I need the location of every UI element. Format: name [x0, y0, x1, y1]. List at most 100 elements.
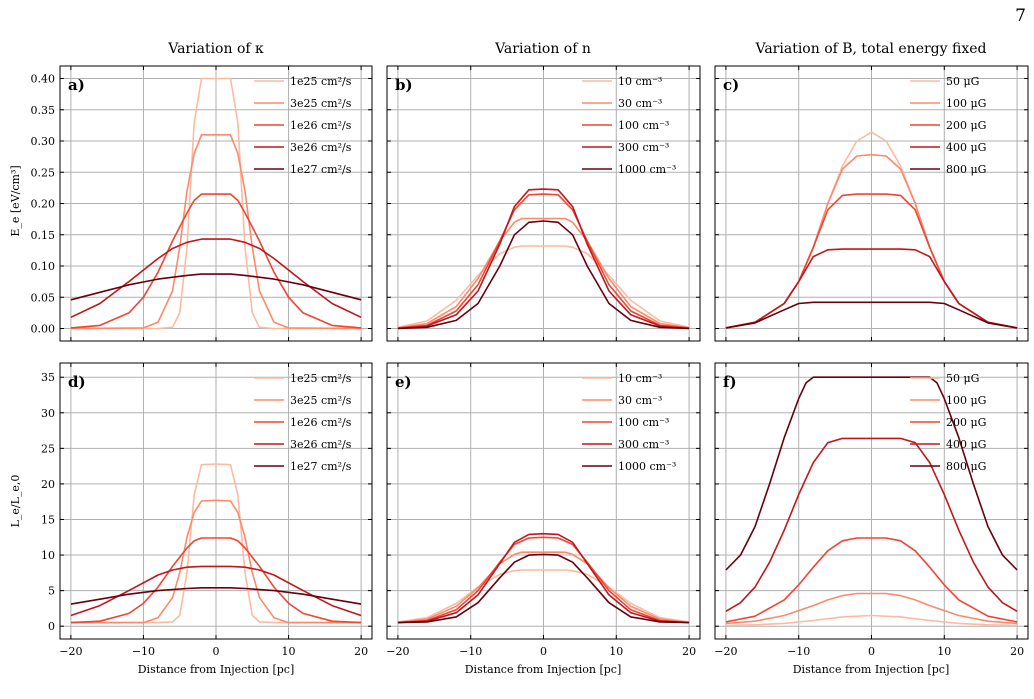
y-tick-label: 0.05 — [31, 291, 56, 304]
x-tick-label: 10 — [282, 645, 296, 658]
legend-label: 50 μG — [946, 75, 979, 88]
series-line — [725, 248, 1018, 329]
panel-letter: e) — [395, 373, 412, 391]
y-tick-label: 0.10 — [31, 260, 56, 273]
legend-label: 1e27 cm²/s — [290, 163, 352, 176]
series-line — [725, 592, 1018, 625]
series-line — [397, 245, 690, 329]
legend-label: 100 cm⁻³ — [618, 119, 669, 132]
legend-label: 1e27 cm²/s — [290, 460, 352, 473]
x-tick-label: 0 — [213, 645, 220, 658]
y-tick-label: 5 — [48, 585, 55, 598]
legend-label: 400 μG — [946, 438, 986, 451]
x-axis-label-f: Distance from Injection [pc] — [793, 663, 950, 676]
panel-5: −20 −10 0 10 20 f) 50 μG 100 μG 200 μG 400 μG 800 … — [714, 362, 1029, 658]
panel-1: b) 10 cm⁻³ 30 cm⁻³ 100 cm⁻³ 300 cm⁻³ 1000 cm⁻… — [386, 65, 701, 342]
y-tick-label: 0.00 — [31, 323, 56, 336]
x-tick-label: 10 — [937, 645, 951, 658]
series-group — [70, 77, 362, 330]
legend-label: 1e26 cm²/s — [290, 416, 352, 429]
x-tick-label: 20 — [354, 645, 368, 658]
legend-label: 30 cm⁻³ — [618, 97, 662, 110]
y-tick-label: 0.35 — [31, 104, 56, 117]
legend-label: 100 μG — [946, 394, 986, 407]
panel-letter: b) — [395, 76, 413, 94]
y-tick-label: 0.40 — [31, 73, 56, 86]
series-line — [70, 77, 362, 330]
series-line — [70, 238, 362, 319]
legend-label: 1000 cm⁻³ — [618, 163, 676, 176]
legend-label: 800 μG — [946, 163, 986, 176]
series-line — [725, 376, 1018, 571]
legend-label: 300 cm⁻³ — [618, 141, 669, 154]
series-line — [397, 217, 690, 329]
series-line — [397, 220, 690, 330]
panel-letter: f) — [723, 373, 737, 391]
series-line — [397, 532, 690, 624]
x-tick-label: −10 — [787, 645, 810, 658]
panel-2: c) 50 μG 100 μG 200 μG 400 μG 800 μG — [714, 65, 1029, 342]
series-group — [397, 188, 690, 330]
series-line — [70, 587, 362, 605]
x-tick-label: −20 — [714, 645, 737, 658]
series-line — [397, 188, 690, 330]
legend-label: 1e25 cm²/s — [290, 372, 352, 385]
panel-3: −20 −10 0 10 20 0 5 10 15 20 25 30 35 d) 1e25 cm²/s 3e2… — [41, 362, 373, 658]
legend-label: 300 cm⁻³ — [618, 438, 669, 451]
series-line — [725, 614, 1018, 627]
legend-label: 1e26 cm²/s — [290, 119, 352, 132]
series-group — [70, 463, 362, 624]
legend-label: 400 μG — [946, 141, 986, 154]
panels: 0.00 0.05 0.10 0.15 0.20 0.25 0.30 0.35 0.40 a) 1e… — [31, 65, 1029, 658]
column-title-kappa: Variation of κ — [167, 41, 264, 57]
x-tick-label: 10 — [609, 645, 623, 658]
panel-letter: d) — [68, 373, 86, 391]
legend-label: 200 μG — [946, 119, 986, 132]
row-y-labels: E_e [eV/cm³] L_e/L_e,0 — [9, 165, 22, 527]
legend-label: 800 μG — [946, 460, 986, 473]
x-tick-label: 20 — [1010, 645, 1024, 658]
x-tick-label: 0 — [540, 645, 547, 658]
y-tick-label: 0 — [48, 620, 55, 633]
legend-label: 3e25 cm²/s — [290, 97, 352, 110]
column-title-n: Variation of n — [494, 41, 591, 57]
y-tick-label: 20 — [41, 478, 55, 491]
column-title-b: Variation of B, total energy fixed — [755, 41, 987, 57]
y-axis-label-energy: E_e [eV/cm³] — [9, 165, 22, 236]
legend-label: 10 cm⁻³ — [618, 75, 662, 88]
x-tick-label: −20 — [386, 645, 409, 658]
series-line — [70, 499, 362, 624]
y-tick-label: 30 — [41, 407, 55, 420]
y-tick-label: 0.30 — [31, 135, 56, 148]
legend-label: 30 cm⁻³ — [618, 394, 662, 407]
y-tick-label: 35 — [41, 371, 55, 384]
series-line — [70, 134, 362, 330]
series-line — [70, 463, 362, 624]
panel-4: −20 −10 0 10 20 e) 10 cm⁻³ 30 cm⁻³ 100 cm⁻³ 300 c… — [386, 362, 701, 658]
series-line — [725, 301, 1018, 329]
legend-label: 1000 cm⁻³ — [618, 460, 676, 473]
legend-label: 3e26 cm²/s — [290, 438, 352, 451]
series-line — [70, 565, 362, 617]
column-titles: Variation of κ Variation of n Variation … — [167, 41, 986, 57]
y-tick-label: 0.25 — [31, 166, 56, 179]
x-tick-label: −20 — [59, 645, 82, 658]
series-line — [70, 273, 362, 301]
x-tick-label: 0 — [868, 645, 875, 658]
page-number: 7 — [1015, 6, 1026, 26]
x-axis-label-d: Distance from Injection [pc] — [138, 663, 295, 676]
series-line — [397, 569, 690, 623]
legend-label: 1e25 cm²/s — [290, 75, 352, 88]
y-tick-label: 25 — [41, 442, 55, 455]
y-tick-label: 10 — [41, 549, 55, 562]
panel-0: 0.00 0.05 0.10 0.15 0.20 0.25 0.30 0.35 0.40 a) 1e… — [31, 65, 373, 342]
legend-label: 100 cm⁻³ — [618, 416, 669, 429]
series-line — [397, 536, 690, 624]
series-group — [397, 532, 690, 624]
x-tick-label: −10 — [132, 645, 155, 658]
legend-label: 100 μG — [946, 97, 986, 110]
legend-label: 50 μG — [946, 372, 979, 385]
legend-label: 10 cm⁻³ — [618, 372, 662, 385]
series-line — [397, 193, 690, 329]
